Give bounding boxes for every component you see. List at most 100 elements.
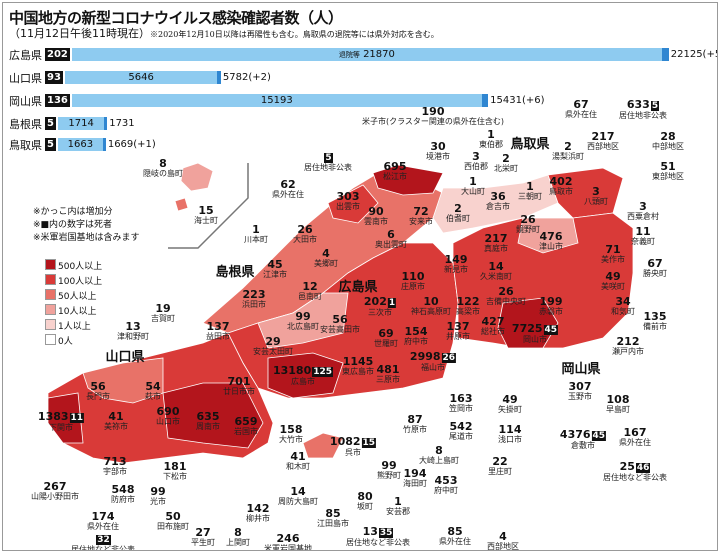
- note: ※かっこ内は増加分: [33, 207, 113, 217]
- region-matsue: [372, 164, 444, 196]
- municipality-label: 137 井原市: [446, 321, 470, 341]
- municipality-name: 赤磐市: [539, 307, 563, 316]
- municipality-name: 備前市: [643, 322, 667, 331]
- death-badge: 45: [543, 325, 559, 335]
- municipality-name: 津和野町: [117, 332, 149, 341]
- case-count: 85: [325, 507, 341, 520]
- case-count: 548: [111, 483, 135, 496]
- municipality-label: 10 神石高原町: [411, 296, 451, 316]
- case-count: 453: [434, 474, 458, 487]
- municipality-label: 158 大竹市: [279, 424, 303, 444]
- prefecture-label: 広島県: [338, 280, 378, 295]
- case-count: 246: [276, 532, 300, 545]
- municipality-label: 199 赤磐市: [539, 296, 563, 316]
- death-badge: 136: [45, 94, 70, 107]
- municipality-label: 26 吉備中央町: [486, 286, 526, 306]
- legend-item: 1人以上: [45, 319, 102, 334]
- bar-row: 広島県 202 退院等 21870 22125(+5): [9, 47, 717, 62]
- municipality-name: 宇部市: [103, 467, 127, 476]
- municipality-label: 29 安芸太田町: [253, 336, 293, 356]
- municipality-name: 北広島町: [287, 322, 319, 331]
- case-count: 701: [227, 375, 251, 388]
- municipality-label: 85 県外在住: [439, 526, 471, 546]
- municipality-name: 海田町: [403, 479, 427, 488]
- case-count: 217: [591, 130, 615, 143]
- municipality-label: 2 北栄町: [494, 153, 518, 173]
- region-shimonoseki: [47, 392, 84, 444]
- municipality-label: 217 真庭市: [484, 233, 508, 253]
- case-count: 110: [401, 270, 425, 283]
- municipality-label: 181 下松市: [163, 461, 187, 481]
- legend-label: 500人以上: [58, 262, 103, 272]
- case-count: 19: [155, 302, 171, 315]
- case-count: 25 46: [619, 460, 651, 473]
- municipality-label: 174 県外在住: [87, 511, 119, 531]
- case-count: 137: [446, 320, 470, 333]
- case-count: 1: [526, 180, 534, 193]
- municipality-name: 居住地非公表: [304, 163, 352, 172]
- municipality-name: 里庄町: [488, 467, 512, 476]
- municipality-label: 85 江田島市: [317, 508, 349, 528]
- region-yamaguchi-center: [162, 382, 264, 449]
- recovered-value: 1714: [68, 118, 94, 129]
- case-count: 476: [539, 230, 563, 243]
- region-izumo: [327, 184, 379, 224]
- bar-row: 岡山県 136 15193 15431(+6): [9, 93, 545, 108]
- municipality-name: 世羅町: [374, 339, 398, 348]
- region-okayama-city: [497, 297, 559, 349]
- municipality-name: 大竹市: [279, 435, 303, 444]
- municipality-name: 神石高原町: [411, 307, 451, 316]
- municipality-name: 大山町: [461, 187, 485, 196]
- death-badge: 11: [69, 413, 85, 423]
- municipality-label: 67 勝央町: [643, 258, 667, 278]
- municipality-name: 光市: [150, 497, 166, 506]
- municipality-name: 熊野町: [377, 471, 401, 480]
- case-count: 1: [252, 223, 260, 236]
- municipality-label: 67 県外在住: [565, 99, 597, 119]
- legend-label: 50人以上: [58, 292, 97, 302]
- region-okayama-north: [517, 217, 579, 254]
- legend-item: 0人: [45, 334, 102, 349]
- municipality-name: 勝央町: [643, 269, 667, 278]
- case-count: 108: [606, 393, 630, 406]
- municipality-name: 西部地区: [487, 542, 519, 551]
- municipality-name: 中部地区: [652, 142, 684, 151]
- municipality-name: 江田島市: [317, 519, 349, 528]
- region-hiroshima-city: [267, 352, 344, 399]
- municipality-name: 居住地など非公表: [346, 538, 410, 547]
- municipality-label: 307 玉野市: [568, 381, 592, 401]
- case-count: 307: [568, 380, 592, 393]
- legend-swatch: [45, 289, 56, 300]
- municipality-name: 隠岐の島町: [143, 169, 183, 178]
- case-count: 11: [635, 225, 651, 238]
- municipality-name: 美祢市: [104, 422, 128, 431]
- prefecture-name: 島根県: [9, 117, 42, 131]
- case-count: 135: [643, 310, 667, 323]
- recovered-value: 5646: [128, 72, 154, 83]
- municipality-name: 大崎上島町: [419, 456, 459, 465]
- municipality-name: 県外在住: [272, 190, 304, 199]
- municipality-label: 194 海田町: [403, 468, 427, 488]
- death-badge: 1: [387, 298, 397, 308]
- municipality-name: 竹原市: [403, 425, 427, 434]
- municipality-name: 美咲町: [601, 282, 625, 291]
- case-count: 27: [195, 526, 211, 539]
- municipality-name: 西粟倉村: [627, 212, 659, 221]
- municipality-name: 防府市: [111, 495, 135, 504]
- municipality-name: 総社市: [481, 327, 505, 336]
- case-count: 402: [549, 175, 573, 188]
- municipality-name: 広島市: [290, 377, 315, 386]
- municipality-name: 三朝町: [518, 192, 542, 201]
- municipality-name: 津山市: [539, 242, 563, 251]
- case-count: 2: [502, 152, 510, 165]
- municipality-label: 14 周防大島町: [278, 486, 318, 506]
- municipality-name: 奥出雲町: [375, 240, 407, 249]
- municipality-name: 湯梨浜町: [552, 152, 584, 161]
- case-count: 1: [469, 175, 477, 188]
- case-count: 8: [234, 526, 242, 539]
- municipality-label: 8 上関町: [226, 527, 250, 547]
- municipality-name: 倉吉市: [486, 202, 510, 211]
- case-count: 80: [357, 490, 373, 503]
- municipality-label: 1 大山町: [461, 176, 485, 196]
- municipality-name: 県外在住: [565, 110, 597, 119]
